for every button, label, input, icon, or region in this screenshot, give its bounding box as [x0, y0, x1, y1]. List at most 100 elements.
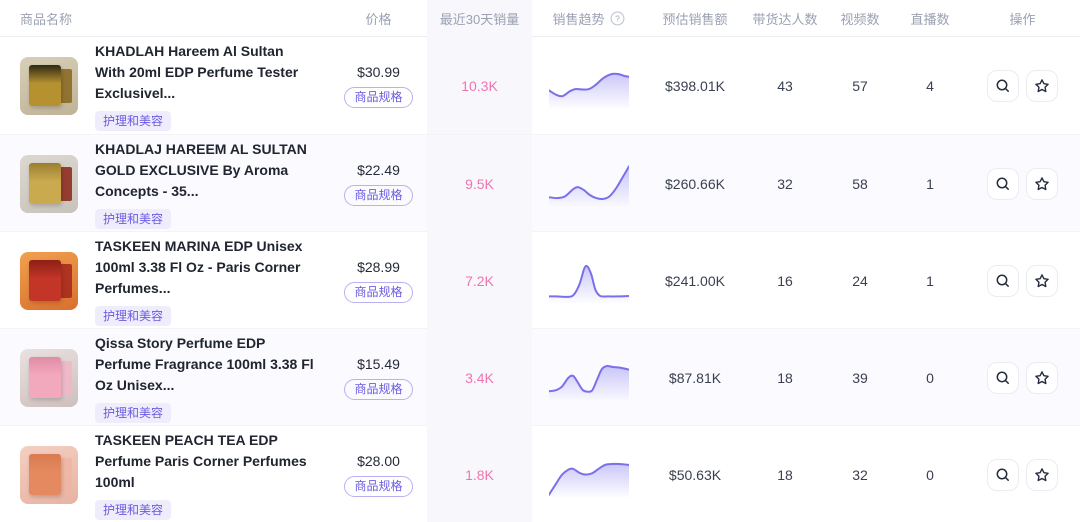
- product-title[interactable]: TASKEEN PEACH TEA EDP Perfume Paris Corn…: [95, 431, 307, 490]
- product-image-shape: [29, 259, 62, 302]
- videos-count: 39: [852, 369, 868, 386]
- favorite-button[interactable]: [1026, 458, 1058, 491]
- col-header-videos: 视频数: [840, 12, 880, 27]
- product-spec-button[interactable]: 商品规格: [344, 86, 413, 108]
- product-cell: Qissa Story Perfume EDP Perfume Fragranc…: [0, 333, 330, 423]
- product-info: KHADLAJ HAREEM AL SULTAN GOLD EXCLUSIVE …: [95, 139, 317, 229]
- inspect-button[interactable]: [987, 361, 1019, 394]
- product-image-shape: [59, 167, 73, 201]
- product-image-shape: [29, 162, 62, 205]
- product-image[interactable]: [20, 251, 78, 310]
- creators-count: 43: [777, 77, 793, 94]
- favorite-button[interactable]: [1026, 167, 1058, 200]
- product-spec-button[interactable]: 商品规格: [344, 475, 413, 497]
- product-cell: KHADLAJ HAREEM AL SULTAN GOLD EXCLUSIVE …: [0, 139, 330, 229]
- est-revenue-value: $50.63K: [668, 466, 722, 483]
- inspect-button[interactable]: [987, 167, 1019, 200]
- product-image[interactable]: [20, 445, 78, 504]
- price-cell: $30.99 商品规格: [330, 64, 427, 108]
- price-value: $28.99: [357, 258, 400, 275]
- product-image[interactable]: [20, 348, 78, 407]
- trend-cell: [532, 453, 645, 497]
- trend-cell: [532, 356, 645, 400]
- product-title[interactable]: KHADLAH Hareem Al Sultan With 20ml EDP P…: [95, 42, 299, 101]
- col-header-creators: 带货达人数: [752, 12, 818, 27]
- help-icon[interactable]: ?: [610, 11, 625, 26]
- inspect-button[interactable]: [987, 458, 1019, 491]
- category-tag: 护理和美容: [95, 305, 172, 326]
- lives-count: 1: [926, 272, 934, 289]
- table-row: Qissa Story Perfume EDP Perfume Fragranc…: [0, 328, 1080, 426]
- product-spec-button[interactable]: 商品规格: [344, 281, 413, 303]
- sales-trend-sparkline: [548, 162, 629, 206]
- table-row: TASKEEN PEACH TEA EDP Perfume Paris Corn…: [0, 425, 1080, 522]
- product-cell: TASKEEN PEACH TEA EDP Perfume Paris Corn…: [0, 430, 330, 520]
- price-value: $28.00: [357, 452, 400, 469]
- col-header-actions: 操作: [1009, 12, 1036, 27]
- favorite-button[interactable]: [1026, 69, 1058, 102]
- price-cell: $15.49 商品规格: [330, 356, 427, 400]
- price-value: $22.49: [357, 161, 400, 178]
- star-icon: [1035, 273, 1049, 287]
- sales-30d-value: 1.8K: [465, 466, 494, 483]
- actions-cell: [965, 69, 1080, 102]
- sales-trend-sparkline: [548, 64, 629, 108]
- favorite-button[interactable]: [1026, 361, 1058, 394]
- sales-30d-cell: 3.4K: [427, 329, 532, 426]
- table-header: 商品名称 价格 最近30天销量 销售趋势 ? 预估销售额 带货达人数 视频数 直…: [0, 0, 1080, 37]
- sales-30d-cell: 10.3K: [427, 37, 532, 134]
- sales-30d-cell: 1.8K: [427, 426, 532, 522]
- col-header-est-revenue: 预估销售额: [662, 12, 728, 27]
- product-info: TASKEEN PEACH TEA EDP Perfume Paris Corn…: [95, 430, 317, 520]
- sales-30d-value: 10.3K: [461, 77, 498, 94]
- product-image-shape: [59, 264, 73, 298]
- actions-cell: [965, 458, 1080, 491]
- product-title[interactable]: TASKEEN MARINA EDP Unisex 100ml 3.38 Fl …: [95, 237, 303, 296]
- sales-30d-cell: 7.2K: [427, 232, 532, 329]
- price-cell: $28.00 商品规格: [330, 453, 427, 497]
- category-tag: 护理和美容: [95, 110, 172, 131]
- product-info: KHADLAH Hareem Al Sultan With 20ml EDP P…: [95, 41, 317, 131]
- table-row: TASKEEN MARINA EDP Unisex 100ml 3.38 Fl …: [0, 231, 1080, 329]
- product-spec-button[interactable]: 商品规格: [344, 184, 413, 206]
- product-image-shape: [29, 356, 62, 399]
- table-row: KHADLAJ HAREEM AL SULTAN GOLD EXCLUSIVE …: [0, 134, 1080, 232]
- star-icon: [1035, 176, 1049, 190]
- inspect-button[interactable]: [987, 264, 1019, 297]
- magnifier-icon: [996, 79, 1009, 92]
- star-icon: [1035, 467, 1049, 481]
- star-icon: [1035, 370, 1049, 384]
- favorite-button[interactable]: [1026, 264, 1058, 297]
- lives-count: 0: [926, 466, 934, 483]
- sales-trend-sparkline: [548, 259, 629, 303]
- trend-cell: [532, 64, 645, 108]
- product-image-shape: [59, 361, 73, 395]
- actions-cell: [965, 167, 1080, 200]
- svg-text:?: ?: [615, 13, 620, 23]
- col-header-sales-30d-wrap: 最近30天销量: [427, 0, 532, 37]
- magnifier-icon: [996, 371, 1009, 384]
- price-cell: $28.99 商品规格: [330, 259, 427, 303]
- category-tag: 护理和美容: [95, 208, 172, 229]
- sales-30d-value: 9.5K: [465, 175, 494, 192]
- product-spec-button[interactable]: 商品规格: [344, 378, 413, 400]
- creators-count: 16: [777, 272, 793, 289]
- product-title[interactable]: Qissa Story Perfume EDP Perfume Fragranc…: [95, 334, 314, 393]
- star-icon: [1035, 78, 1049, 92]
- inspect-button[interactable]: [987, 69, 1019, 102]
- col-header-sales-30d: 最近30天销量: [439, 12, 520, 27]
- trend-cell: [532, 162, 645, 206]
- product-cell: KHADLAH Hareem Al Sultan With 20ml EDP P…: [0, 41, 330, 131]
- sales-trend-label: 销售趋势: [552, 12, 605, 27]
- price-cell: $22.49 商品规格: [330, 162, 427, 206]
- lives-count: 4: [926, 77, 934, 94]
- magnifier-icon: [996, 274, 1009, 287]
- product-image[interactable]: [20, 154, 78, 213]
- product-title[interactable]: KHADLAJ HAREEM AL SULTAN GOLD EXCLUSIVE …: [95, 140, 307, 199]
- table-row: KHADLAH Hareem Al Sultan With 20ml EDP P…: [0, 37, 1080, 134]
- product-image-shape: [29, 453, 62, 496]
- creators-count: 18: [777, 466, 793, 483]
- est-revenue-value: $87.81K: [668, 369, 722, 386]
- product-image[interactable]: [20, 56, 78, 115]
